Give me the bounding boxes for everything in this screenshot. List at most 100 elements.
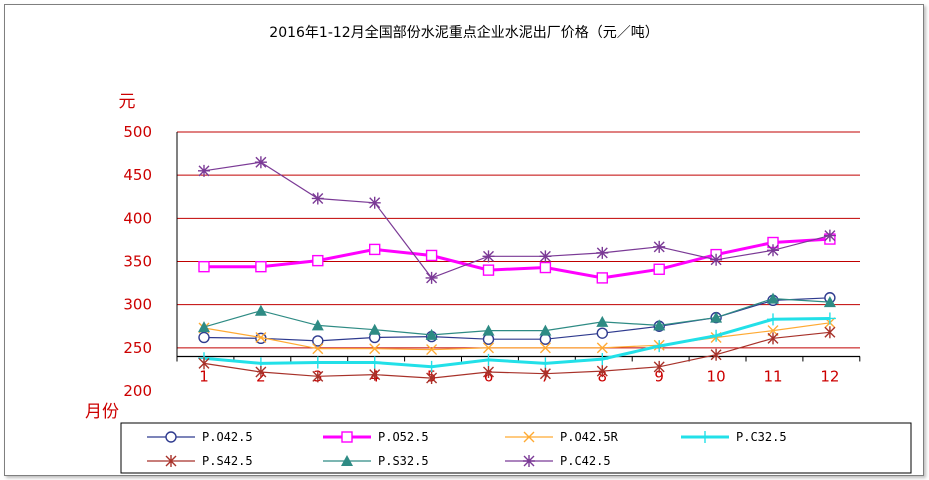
data-point: [653, 263, 665, 275]
y-tick-450: 450: [123, 166, 152, 184]
data-point: [539, 250, 552, 263]
grid: [176, 131, 860, 357]
y-tick-200: 200: [123, 382, 152, 400]
chart-frame: 2016年1-12月全国部份水泥重点企业水泥出厂价格（元／吨） 元 月份 200…: [4, 4, 924, 476]
legend-label: P.S42.5: [202, 454, 253, 468]
data-point: [483, 342, 494, 354]
series-line: [203, 317, 830, 369]
legend-item-P.O42.5R: P.O42.5R: [505, 430, 619, 444]
legend-label: P.O42.5: [202, 430, 253, 444]
data-point: [426, 372, 438, 385]
data-point: [653, 240, 666, 253]
data-point: [710, 329, 723, 342]
data-point: [539, 357, 552, 370]
data-point: [425, 271, 438, 284]
data-point: [539, 261, 552, 274]
data-point: [369, 343, 381, 355]
legend-item-P.O52.5: P.O52.5: [323, 430, 429, 444]
data-point: [539, 367, 551, 380]
series-line: [203, 322, 830, 351]
legend-label: P.C42.5: [560, 454, 611, 468]
data-point: [596, 353, 609, 366]
x-tick-10: 10: [707, 367, 726, 385]
y-tick-400: 400: [123, 209, 152, 227]
y-tick-350: 350: [123, 253, 152, 271]
x-tick-9: 9: [654, 367, 664, 385]
y-tick-250: 250: [123, 339, 152, 357]
data-point: [312, 254, 324, 267]
legend-marker: [341, 431, 353, 443]
data-point: [767, 292, 779, 304]
data-point: [425, 249, 438, 262]
series-line: [203, 297, 830, 336]
legend-marker: [523, 455, 535, 467]
data-point: [653, 360, 665, 373]
data-point: [767, 325, 779, 337]
data-point: [482, 250, 495, 263]
data-point: [710, 311, 723, 323]
legend-marker: [523, 431, 535, 443]
legend-box: [120, 422, 912, 474]
x-tick-1: 1: [199, 367, 209, 385]
data-point: [539, 333, 552, 345]
data-point: [596, 365, 608, 378]
data-point: [255, 331, 267, 343]
data-point: [596, 272, 608, 284]
series-line: [204, 237, 830, 280]
data-point: [710, 253, 723, 266]
data-point: [369, 368, 381, 381]
data-point: [255, 366, 267, 379]
series-lines: [198, 156, 836, 385]
data-point: [426, 344, 438, 356]
legend: P.O42.5 P.O52.5 P.O42.5R P.C32.5 P.S42.5 P.S3…: [120, 422, 912, 474]
series-P.O52.5: [198, 233, 836, 284]
series-P.C42.5: [198, 156, 836, 284]
data-point: [312, 370, 324, 383]
x-tick-11: 11: [763, 367, 782, 385]
data-point: [823, 229, 836, 242]
data-point: [425, 360, 438, 373]
y-tick-500: 500: [123, 123, 152, 141]
data-point: [368, 323, 381, 335]
data-point: [255, 260, 267, 273]
data-point: [482, 324, 495, 336]
data-point: [198, 357, 210, 370]
data-point: [198, 260, 210, 273]
series-line: [203, 161, 831, 279]
data-point: [596, 327, 608, 339]
data-point: [767, 244, 779, 257]
legend-item-P.C32.5: P.C32.5: [681, 430, 787, 444]
data-point: [368, 356, 381, 369]
data-point: [311, 356, 324, 369]
data-point: [311, 319, 324, 331]
data-point: [596, 315, 609, 327]
data-point: [823, 312, 836, 325]
data-point: [368, 196, 381, 209]
data-point: [254, 304, 267, 316]
data-point: [312, 343, 324, 355]
data-point: [425, 328, 438, 340]
data-point: [767, 332, 779, 345]
data-point: [767, 313, 779, 326]
series-P.S32.5: [198, 292, 836, 340]
data-point: [653, 319, 666, 331]
legend-label: P.O42.5R: [560, 430, 619, 444]
data-point: [312, 335, 324, 347]
data-point: [482, 353, 495, 366]
line-chart: 2016年1-12月全国部份水泥重点企业水泥出厂价格（元／吨） 元 月份 200…: [85, 24, 912, 474]
data-point: [369, 243, 381, 256]
data-point: [254, 156, 267, 169]
legend-item-P.S32.5: P.S32.5: [323, 454, 429, 468]
data-point: [596, 246, 609, 259]
data-point: [482, 264, 495, 276]
y-tick-labels: 200 250 300 350 400 450 500: [123, 123, 152, 400]
legend-label: P.O52.5: [378, 430, 429, 444]
legend-item-P.O42.5: P.O42.5: [147, 430, 253, 444]
data-point: [198, 164, 210, 177]
y-tick-300: 300: [123, 296, 152, 314]
data-point: [311, 192, 324, 205]
data-point: [482, 333, 495, 345]
data-point: [823, 296, 836, 308]
data-point: [596, 342, 608, 354]
data-point: [539, 324, 552, 336]
